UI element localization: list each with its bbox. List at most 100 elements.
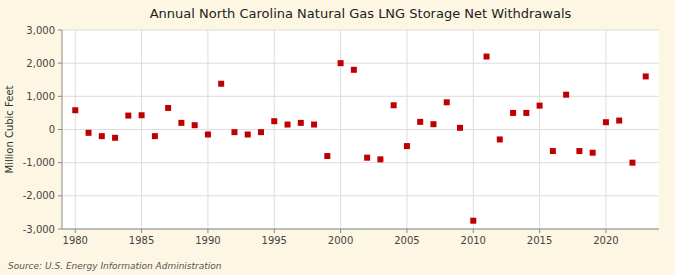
grid-line bbox=[62, 30, 659, 31]
point bbox=[99, 133, 105, 139]
point bbox=[484, 54, 490, 60]
tick-label: -3,000 bbox=[23, 224, 55, 235]
point bbox=[364, 155, 370, 161]
tick-mark bbox=[207, 229, 208, 233]
tick-mark bbox=[141, 229, 142, 233]
tick-mark bbox=[274, 229, 275, 233]
tick-label: 2000 bbox=[328, 235, 353, 246]
tick-mark bbox=[75, 229, 76, 233]
grid-line bbox=[207, 30, 208, 229]
grid-line bbox=[62, 96, 659, 97]
point bbox=[245, 131, 251, 137]
point bbox=[430, 121, 436, 127]
grid-line bbox=[274, 30, 275, 229]
tick-label: 2015 bbox=[527, 235, 552, 246]
x-axis-line bbox=[62, 229, 659, 230]
point bbox=[112, 135, 118, 141]
point bbox=[563, 92, 569, 98]
point bbox=[258, 129, 264, 135]
grid-line bbox=[406, 30, 407, 229]
grid-line bbox=[539, 30, 540, 229]
point bbox=[576, 148, 582, 154]
tick-label: 1995 bbox=[262, 235, 287, 246]
grid-line bbox=[62, 63, 659, 64]
point bbox=[139, 112, 145, 118]
point bbox=[351, 67, 357, 73]
point bbox=[643, 73, 649, 79]
tick-label: 2,000 bbox=[26, 58, 55, 69]
point bbox=[603, 119, 609, 125]
point bbox=[523, 110, 529, 116]
point bbox=[152, 133, 158, 139]
y-axis-label: Million Cubic Feet bbox=[4, 85, 15, 173]
tick-mark bbox=[58, 129, 62, 130]
point bbox=[192, 122, 198, 128]
grid-line bbox=[75, 30, 76, 229]
tick-label: 2005 bbox=[394, 235, 419, 246]
point bbox=[550, 148, 556, 154]
point bbox=[205, 131, 211, 137]
tick-mark bbox=[406, 229, 407, 233]
tick-mark bbox=[340, 229, 341, 233]
point bbox=[497, 136, 503, 142]
plot-area bbox=[62, 30, 659, 229]
point bbox=[457, 125, 463, 131]
point bbox=[616, 118, 622, 124]
tick-mark bbox=[58, 229, 62, 230]
tick-mark bbox=[58, 63, 62, 64]
tick-mark bbox=[539, 229, 540, 233]
grid-line bbox=[62, 229, 659, 230]
tick-mark bbox=[473, 229, 474, 233]
point bbox=[470, 218, 476, 224]
tick-label: -2,000 bbox=[23, 190, 55, 201]
point bbox=[324, 153, 330, 159]
point bbox=[165, 105, 171, 111]
tick-label: 1985 bbox=[129, 235, 154, 246]
point bbox=[298, 120, 304, 126]
point bbox=[178, 120, 184, 126]
grid-line bbox=[340, 30, 341, 229]
point bbox=[537, 103, 543, 109]
tick-label: 2010 bbox=[461, 235, 486, 246]
point bbox=[231, 129, 237, 135]
grid-line bbox=[62, 195, 659, 196]
point bbox=[311, 122, 317, 128]
point bbox=[590, 150, 596, 156]
point bbox=[417, 119, 423, 125]
marks bbox=[72, 54, 648, 224]
point bbox=[510, 110, 516, 116]
tick-mark bbox=[58, 30, 62, 31]
point bbox=[629, 160, 635, 166]
grid-line bbox=[62, 162, 659, 163]
point bbox=[377, 156, 383, 162]
title: Annual North Carolina Natural Gas LNG St… bbox=[150, 6, 572, 21]
y-axis-line bbox=[62, 30, 63, 229]
point bbox=[125, 113, 131, 119]
grid-line bbox=[473, 30, 474, 229]
tick-label: 1,000 bbox=[26, 91, 55, 102]
grid-line bbox=[62, 129, 659, 130]
point bbox=[404, 143, 410, 149]
point bbox=[444, 99, 450, 105]
source-note: Source: U.S. Energy Information Administ… bbox=[8, 261, 222, 271]
point bbox=[285, 122, 291, 128]
grid bbox=[62, 30, 659, 229]
grid-line bbox=[141, 30, 142, 229]
tick-label: 1980 bbox=[63, 235, 88, 246]
point bbox=[271, 118, 277, 124]
point bbox=[72, 107, 78, 113]
tick-label: 3,000 bbox=[26, 25, 55, 36]
tick-mark bbox=[605, 229, 606, 233]
grid-line bbox=[605, 30, 606, 229]
tick-label: 2020 bbox=[593, 235, 618, 246]
tick-label: 1990 bbox=[195, 235, 220, 246]
point bbox=[86, 130, 92, 136]
point bbox=[391, 102, 397, 108]
tick-mark bbox=[58, 96, 62, 97]
tick-label: -1,000 bbox=[23, 157, 55, 168]
tick-label: 0 bbox=[49, 124, 55, 135]
axes: -3,000 -2,000 -1,000 0 1,000 2,000 3,000 1980 19… bbox=[23, 25, 659, 247]
tick-mark bbox=[58, 195, 62, 196]
chart: -3,000 -2,000 -1,000 0 1,000 2,000 3,000 1980 19… bbox=[0, 0, 675, 275]
tick-mark bbox=[58, 162, 62, 163]
